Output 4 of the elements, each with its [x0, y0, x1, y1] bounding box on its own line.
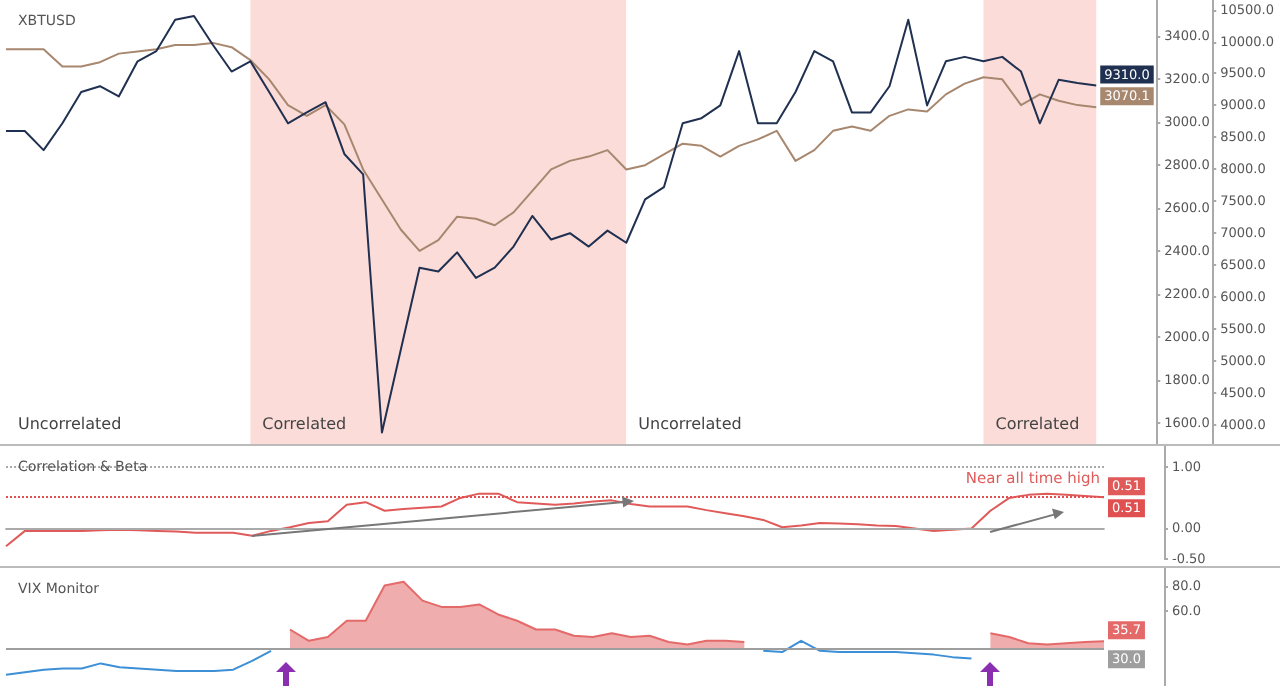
annotation: Correlated	[995, 415, 1080, 433]
annotation: Correlated	[262, 415, 347, 433]
annotation: Uncorrelated	[638, 415, 742, 433]
annotation: Uncorrelated	[18, 415, 122, 433]
